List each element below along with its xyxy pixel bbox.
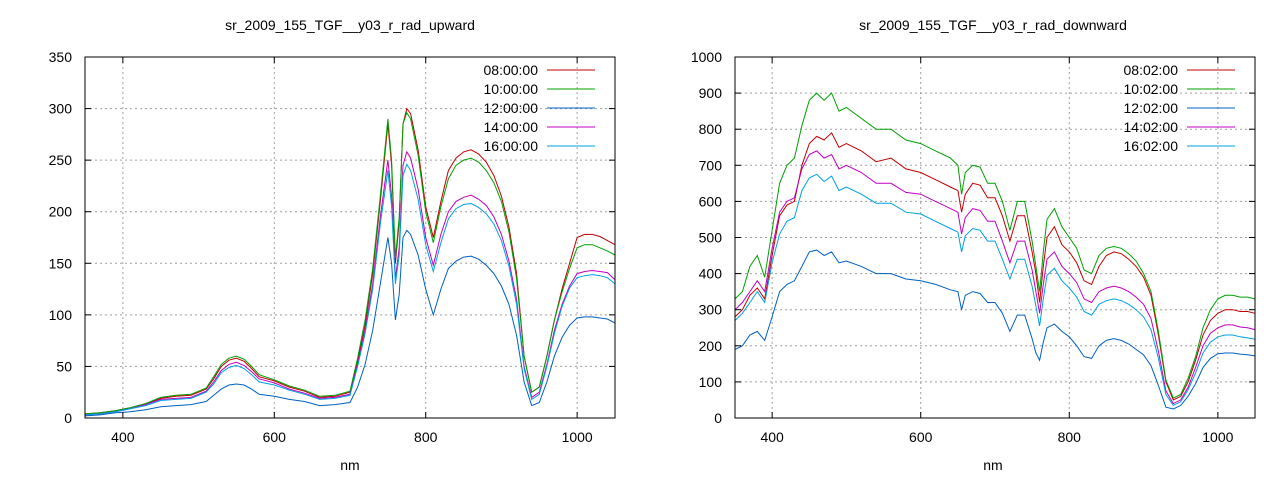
y-tick-label: 800 xyxy=(699,121,723,137)
x-tick-label: 1000 xyxy=(562,429,593,445)
y-tick-label: 100 xyxy=(699,374,723,390)
legend-label: 10:02:00 xyxy=(1124,81,1179,97)
legend-label: 12:02:00 xyxy=(1124,100,1179,116)
y-tick-label: 500 xyxy=(699,230,723,246)
y-tick-label: 400 xyxy=(699,266,723,282)
y-tick-label: 1000 xyxy=(691,49,722,65)
y-tick-label: 250 xyxy=(49,152,73,168)
legend-label: 16:02:00 xyxy=(1124,138,1179,154)
x-tick-label: 400 xyxy=(111,429,135,445)
series-line xyxy=(84,107,616,415)
legend-label: 10:00:00 xyxy=(484,81,539,97)
legend-label: 14:02:00 xyxy=(1124,119,1179,135)
series-line xyxy=(84,163,616,416)
y-tick-label: 100 xyxy=(49,307,73,323)
x-tick-label: 800 xyxy=(1058,429,1082,445)
series-line xyxy=(734,92,1256,399)
x-axis-label: nm xyxy=(340,457,359,473)
y-tick-label: 900 xyxy=(699,85,723,101)
x-tick-label: 400 xyxy=(760,429,784,445)
chart-upward: sr_2009_155_TGF__y03_r_rad_upward nm 400… xyxy=(49,17,616,473)
x-tick-label: 600 xyxy=(263,429,287,445)
y-tick-label: 300 xyxy=(699,302,723,318)
series-line xyxy=(84,229,616,417)
y-tick-label: 300 xyxy=(49,101,73,117)
y-tick-label: 200 xyxy=(699,338,723,354)
legend-label: 12:00:00 xyxy=(484,100,539,116)
y-tick-label: 0 xyxy=(64,410,72,426)
series-line xyxy=(734,150,1256,405)
series-line xyxy=(84,111,616,415)
y-tick-label: 50 xyxy=(56,358,72,374)
chart-title: sr_2009_155_TGF__y03_r_rad_upward xyxy=(225,17,475,33)
chart-title: sr_2009_155_TGF__y03_r_rad_downward xyxy=(859,17,1127,33)
series-line xyxy=(734,131,1256,401)
series-line xyxy=(734,173,1256,407)
x-axis-label: nm xyxy=(983,457,1002,473)
y-tick-label: 150 xyxy=(49,255,73,271)
series-line xyxy=(734,249,1256,410)
y-tick-label: 0 xyxy=(714,410,722,426)
legend-label: 14:00:00 xyxy=(484,119,539,135)
chart-downward: sr_2009_155_TGF__y03_r_rad_downward nm 4… xyxy=(691,17,1256,473)
legend-label: 16:00:00 xyxy=(484,138,539,154)
x-tick-label: 800 xyxy=(414,429,438,445)
legend-label: 08:00:00 xyxy=(484,62,539,78)
x-tick-label: 600 xyxy=(909,429,933,445)
legend-label: 08:02:00 xyxy=(1124,62,1179,78)
y-tick-label: 700 xyxy=(699,157,723,173)
y-tick-label: 350 xyxy=(49,49,73,65)
plot-frame xyxy=(84,56,616,419)
x-tick-label: 1000 xyxy=(1202,429,1233,445)
y-tick-label: 600 xyxy=(699,193,723,209)
y-tick-label: 200 xyxy=(49,204,73,220)
series-line xyxy=(84,150,616,416)
